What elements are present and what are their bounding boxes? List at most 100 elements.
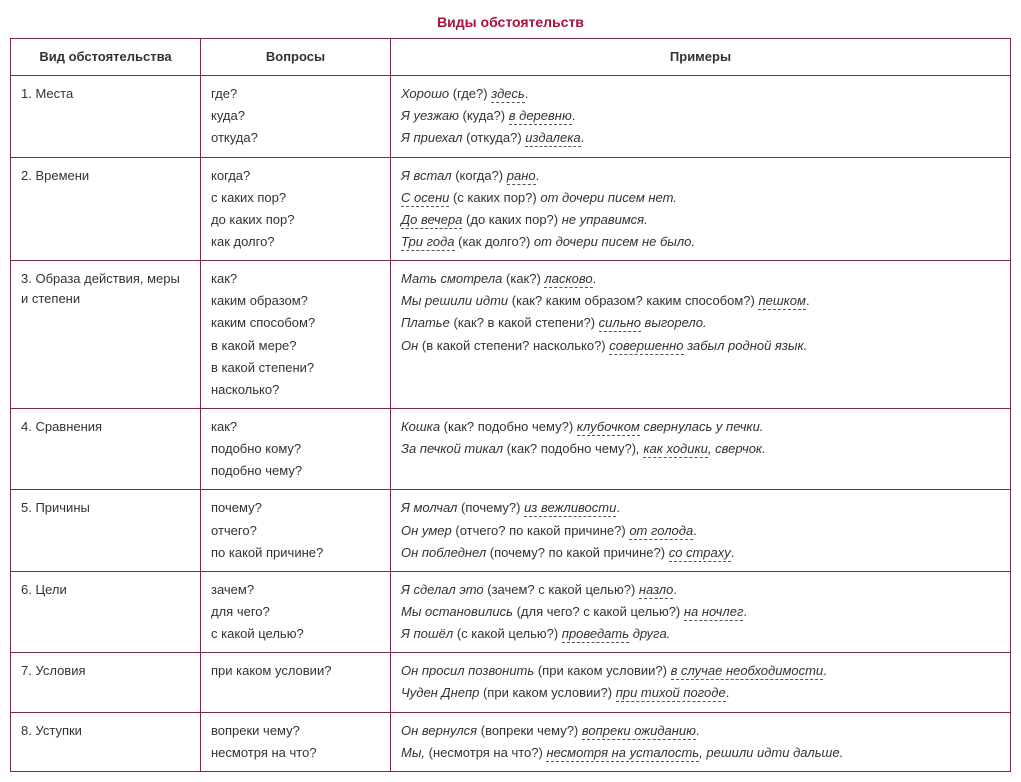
underlined-term: при тихой погоде — [616, 685, 726, 702]
question-paren: . — [806, 293, 810, 308]
question-paren: . — [693, 523, 697, 538]
col-header-questions: Вопросы — [201, 39, 391, 76]
cell-questions: как?каким образом?каким способом?в какой… — [201, 261, 391, 409]
underlined-term: До вечера — [401, 212, 462, 229]
example-line: Мы, (несмотря на что?) несмотря на устал… — [401, 743, 1000, 763]
question-paren: (как? в какой степени?) — [454, 315, 599, 330]
example-line: Он побледнел (почему? по какой причине?)… — [401, 543, 1000, 563]
underlined-term: как ходики — [643, 441, 708, 458]
cell-examples: Я молчал (почему?) из вежливости. Он умер… — [391, 490, 1011, 571]
question-line: вопреки чему? — [211, 721, 380, 741]
example-text: Он просил позвонить — [401, 663, 538, 678]
example-line: Чуден Днепр (при каком условии?) при тих… — [401, 683, 1000, 703]
cell-questions: где?куда?откуда? — [201, 76, 391, 157]
question-line: где? — [211, 84, 380, 104]
question-paren: (почему? по какой причине?) — [490, 545, 669, 560]
example-text: Мы решили идти — [401, 293, 512, 308]
example-line: Я пошёл (с какой целью?) проведать друга… — [401, 624, 1000, 644]
question-paren: (до каких пор?) — [462, 212, 561, 227]
question-paren: (для чего? с какой целью?) — [517, 604, 684, 619]
question-line: как? — [211, 269, 380, 289]
question-paren: . — [743, 604, 747, 619]
cell-questions: зачем?для чего?с какой целью? — [201, 571, 391, 652]
example-text: Я приехал — [401, 130, 466, 145]
example-line: Я встал (когда?) рано. — [401, 166, 1000, 186]
cell-questions: при каком условии? — [201, 653, 391, 712]
cell-type: 2. Времени — [11, 157, 201, 261]
example-text: Мы, — [401, 745, 429, 760]
example-line: Я приехал (откуда?) издалека. — [401, 128, 1000, 148]
example-text: Кошка — [401, 419, 444, 434]
cell-examples: Он просил позвонить (при каком условии?)… — [391, 653, 1011, 712]
example-line: Я сделал это (зачем? с какой целью?) наз… — [401, 580, 1000, 600]
example-line: Мы остановились (для чего? с какой целью… — [401, 602, 1000, 622]
question-line: до каких пор? — [211, 210, 380, 230]
cell-type: 1. Места — [11, 76, 201, 157]
example-line: Я уезжаю (куда?) в деревню. — [401, 106, 1000, 126]
cell-type: 5. Причины — [11, 490, 201, 571]
example-line: Три года (как долго?) от дочери писем не… — [401, 232, 1000, 252]
question-line: насколько? — [211, 380, 380, 400]
question-line: каким способом? — [211, 313, 380, 333]
example-text: свернулась у печки. — [640, 419, 764, 434]
example-line: За печкой тикал (как? подобно чему?), ка… — [401, 439, 1000, 459]
underlined-term: Три года — [401, 234, 455, 251]
underlined-term: из вежливости — [524, 500, 616, 517]
question-line: по какой причине? — [211, 543, 380, 563]
cell-examples: Кошка (как? подобно чему?) клубочком све… — [391, 408, 1011, 489]
question-paren: . — [696, 723, 700, 738]
adverbial-types-table: Вид обстоятельства Вопросы Примеры 1. Ме… — [10, 38, 1011, 772]
question-paren: (как? подобно чему?) — [444, 419, 577, 434]
col-header-examples: Примеры — [391, 39, 1011, 76]
question-paren: . — [731, 545, 735, 560]
example-line: Он умер (отчего? по какой причине?) от г… — [401, 521, 1000, 541]
question-paren: (как? каким образом? каким способом?) — [512, 293, 759, 308]
question-line: в какой степени? — [211, 358, 380, 378]
table-row: 4. Сравнениякак?подобно кому?подобно чем… — [11, 408, 1011, 489]
underlined-term: вопреки ожиданию — [582, 723, 696, 740]
example-text: Мать смотрела — [401, 271, 506, 286]
question-line: куда? — [211, 106, 380, 126]
example-text: Мы остановились — [401, 604, 517, 619]
question-paren: (где?) — [453, 86, 491, 101]
example-text: Он вернулся — [401, 723, 481, 738]
underlined-term: в случае необходимости — [671, 663, 824, 680]
underlined-term: С осени — [401, 190, 449, 207]
page-title: Виды обстоятельств — [10, 14, 1011, 30]
example-text: Хорошо — [401, 86, 453, 101]
example-text: Я пошёл — [401, 626, 457, 641]
question-paren: (куда?) — [463, 108, 509, 123]
cell-questions: почему?отчего?по какой причине? — [201, 490, 391, 571]
example-text: , сверчок. — [708, 441, 766, 456]
example-text: Я сделал это — [401, 582, 487, 597]
question-paren: . — [616, 500, 620, 515]
question-paren: (несмотря на что?) — [429, 745, 547, 760]
example-text: друга. — [629, 626, 670, 641]
underlined-term: издалека — [525, 130, 580, 147]
question-line: для чего? — [211, 602, 380, 622]
question-paren: (когда?) — [455, 168, 507, 183]
question-paren: (как? подобно чему?) — [507, 441, 636, 456]
underlined-term: в деревню — [509, 108, 572, 125]
example-text: не управимся. — [562, 212, 648, 227]
table-row: 5. Причиныпочему?отчего?по какой причине… — [11, 490, 1011, 571]
example-text: Я молчал — [401, 500, 461, 515]
example-line: Я молчал (почему?) из вежливости. — [401, 498, 1000, 518]
underlined-term: пешком — [758, 293, 805, 310]
question-paren: (при каком условии?) — [538, 663, 671, 678]
example-line: Он (в какой степени? насколько?) соверше… — [401, 336, 1000, 356]
question-paren: . — [581, 130, 585, 145]
question-paren: (как долго?) — [455, 234, 534, 249]
example-text: Чуден Днепр — [401, 685, 483, 700]
question-paren: (вопреки чему?) — [481, 723, 582, 738]
question-paren: (зачем? с какой целью?) — [487, 582, 639, 597]
underlined-term: со страху — [669, 545, 731, 562]
cell-questions: вопреки чему?несмотря на что? — [201, 712, 391, 771]
example-line: Он просил позвонить (при каком условии?)… — [401, 661, 1000, 681]
question-line: откуда? — [211, 128, 380, 148]
cell-type: 6. Цели — [11, 571, 201, 652]
cell-examples: Мать смотрела (как?) ласково.Мы решили и… — [391, 261, 1011, 409]
example-line: Хорошо (где?) здесь. — [401, 84, 1000, 104]
col-header-type: Вид обстоятельства — [11, 39, 201, 76]
cell-type: 8. Уступки — [11, 712, 201, 771]
